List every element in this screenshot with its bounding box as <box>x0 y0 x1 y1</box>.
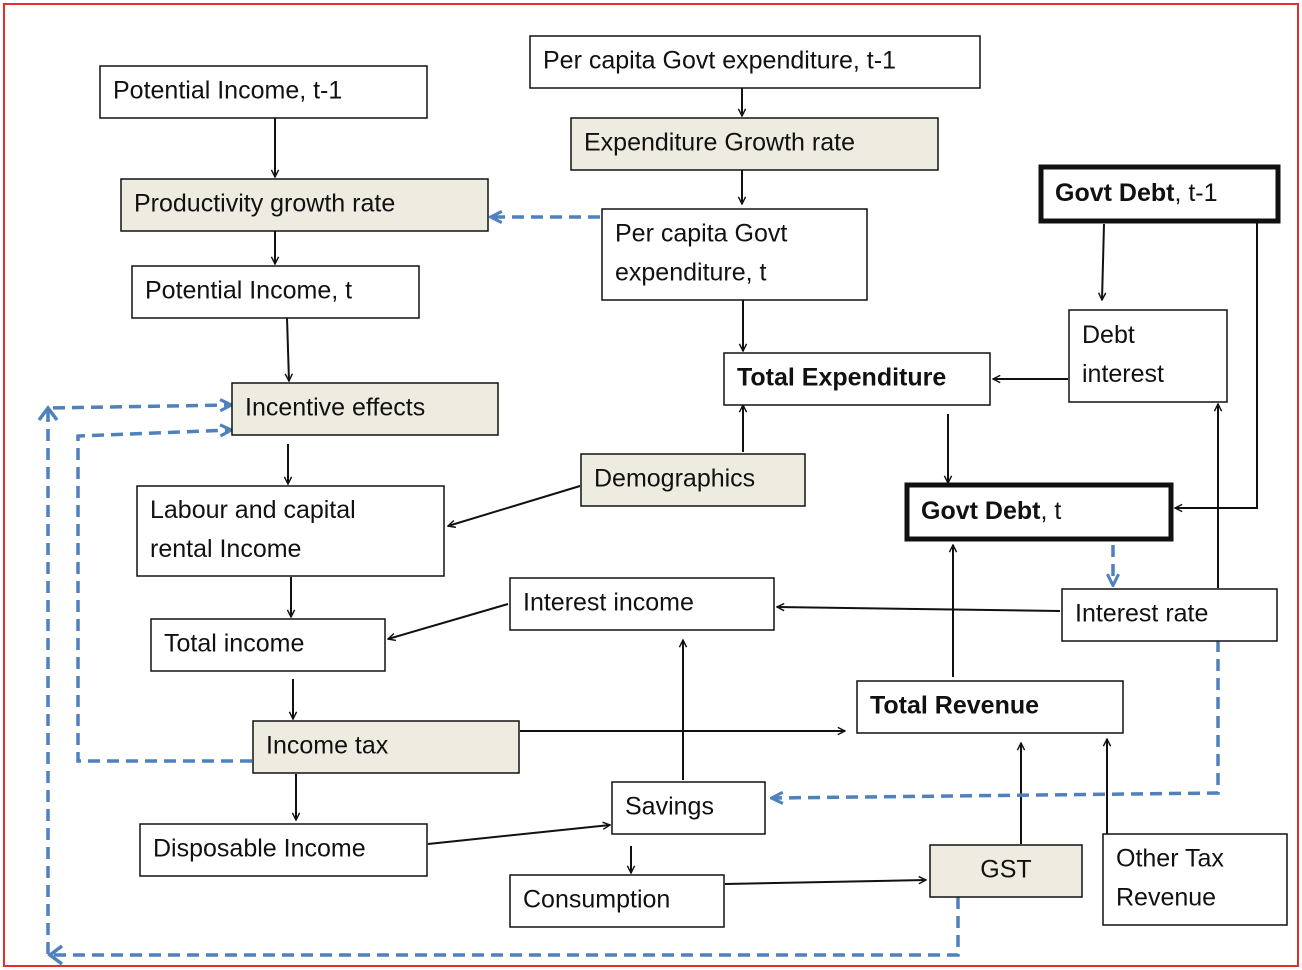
dashed-arrow <box>773 640 1220 798</box>
node: GST <box>929 844 1083 898</box>
node-box <box>856 680 1124 734</box>
node: Per capita Govt expenditure, t <box>601 208 868 301</box>
node-label: Per capita Govt <box>615 220 787 248</box>
node-box <box>529 35 981 89</box>
node-label: interest <box>1082 360 1164 388</box>
node-label: Disposable Income <box>153 835 366 863</box>
node-label: Expenditure Growth rate <box>584 129 855 157</box>
node: Incentive effects <box>231 382 499 436</box>
node-box <box>1061 588 1278 642</box>
node-label: rental Income <box>150 535 301 563</box>
node: Total Expenditure <box>723 352 991 406</box>
node-label: Consumption <box>523 886 670 914</box>
arrow <box>448 485 581 526</box>
node-label-rest: , t-1 <box>1174 179 1217 207</box>
node-label: Govt Debt, t-1 <box>1055 179 1218 207</box>
arrow <box>724 880 926 885</box>
node-label-rest: , t <box>1040 497 1061 525</box>
dashed-arrow <box>46 405 960 957</box>
node: Other Tax Revenue <box>1102 833 1288 926</box>
node-label: Interest rate <box>1075 600 1208 628</box>
node: Productivity growth rate <box>120 178 489 232</box>
node-label-bold: Govt Debt <box>1055 179 1175 207</box>
node-box <box>509 577 775 631</box>
node-box <box>150 618 386 672</box>
node-box <box>136 485 445 577</box>
node: Total Revenue <box>856 680 1124 734</box>
node: Consumption <box>509 874 725 928</box>
node: Income tax <box>252 720 520 774</box>
frame <box>3 3 1299 967</box>
dashed-arrow <box>76 430 252 763</box>
node: Debt interest <box>1068 309 1228 403</box>
node-box <box>131 265 420 319</box>
node: Savings <box>611 781 766 835</box>
node-box <box>231 382 499 436</box>
arrow <box>777 607 1061 612</box>
node-box <box>99 65 428 119</box>
node-box <box>1102 833 1288 926</box>
dashed-arrow-head <box>47 944 64 966</box>
node-label: Savings <box>625 793 714 821</box>
node-box <box>723 352 991 406</box>
node-box <box>139 823 428 877</box>
node-label: Total Expenditure <box>737 364 946 392</box>
node: Govt Debt, t <box>904 482 1174 542</box>
node-label: GST <box>980 856 1031 884</box>
node-label: Income tax <box>266 732 389 760</box>
node-box <box>601 208 868 301</box>
node-label: Total Revenue <box>870 692 1039 720</box>
node: Per capita Govt expenditure, t-1 <box>529 35 981 89</box>
node-box <box>611 781 766 835</box>
node-label: expenditure, t <box>615 259 767 287</box>
arrow <box>388 603 509 639</box>
node: Labour and capital rental Income <box>136 485 445 577</box>
node: Interest income <box>509 577 775 631</box>
arrow <box>1102 223 1104 300</box>
node-label: Per capita Govt expenditure, t-1 <box>543 47 896 75</box>
node-label: Demographics <box>594 465 755 493</box>
node-label: Interest income <box>523 589 694 617</box>
node-label: Labour and capital <box>150 496 356 524</box>
node: Interest rate <box>1061 588 1278 642</box>
node: Govt Debt, t-1 <box>1038 164 1281 224</box>
node-label: Govt Debt, t <box>921 497 1061 525</box>
node-box <box>904 482 1174 542</box>
node-label: Debt <box>1082 321 1135 349</box>
node-box <box>929 844 1083 898</box>
node-box <box>1068 309 1228 403</box>
node-label: Potential Income, t-1 <box>113 77 342 105</box>
node-box <box>509 874 725 928</box>
node-label-bold: Govt Debt <box>921 497 1041 525</box>
node-box <box>570 117 939 171</box>
node-box <box>580 453 806 507</box>
node: Disposable Income <box>139 823 428 877</box>
node-box <box>252 720 520 774</box>
node-label: Potential Income, t <box>145 277 352 305</box>
node: Potential Income, t-1 <box>99 65 428 119</box>
node: Expenditure Growth rate <box>570 117 939 171</box>
node-label: Productivity growth rate <box>134 190 395 218</box>
node-label: Total income <box>164 630 304 658</box>
node-box <box>120 178 489 232</box>
dashed-arrow-head <box>37 405 59 422</box>
node-label: Revenue <box>1116 884 1216 912</box>
node: Potential Income, t <box>131 265 420 319</box>
node: Total income <box>150 618 386 672</box>
node-label: Incentive effects <box>245 394 425 422</box>
node-label: Other Tax <box>1116 845 1224 873</box>
arrow <box>427 825 610 845</box>
node: Demographics <box>580 453 806 507</box>
node-box <box>1038 164 1281 224</box>
arrow <box>287 317 289 381</box>
